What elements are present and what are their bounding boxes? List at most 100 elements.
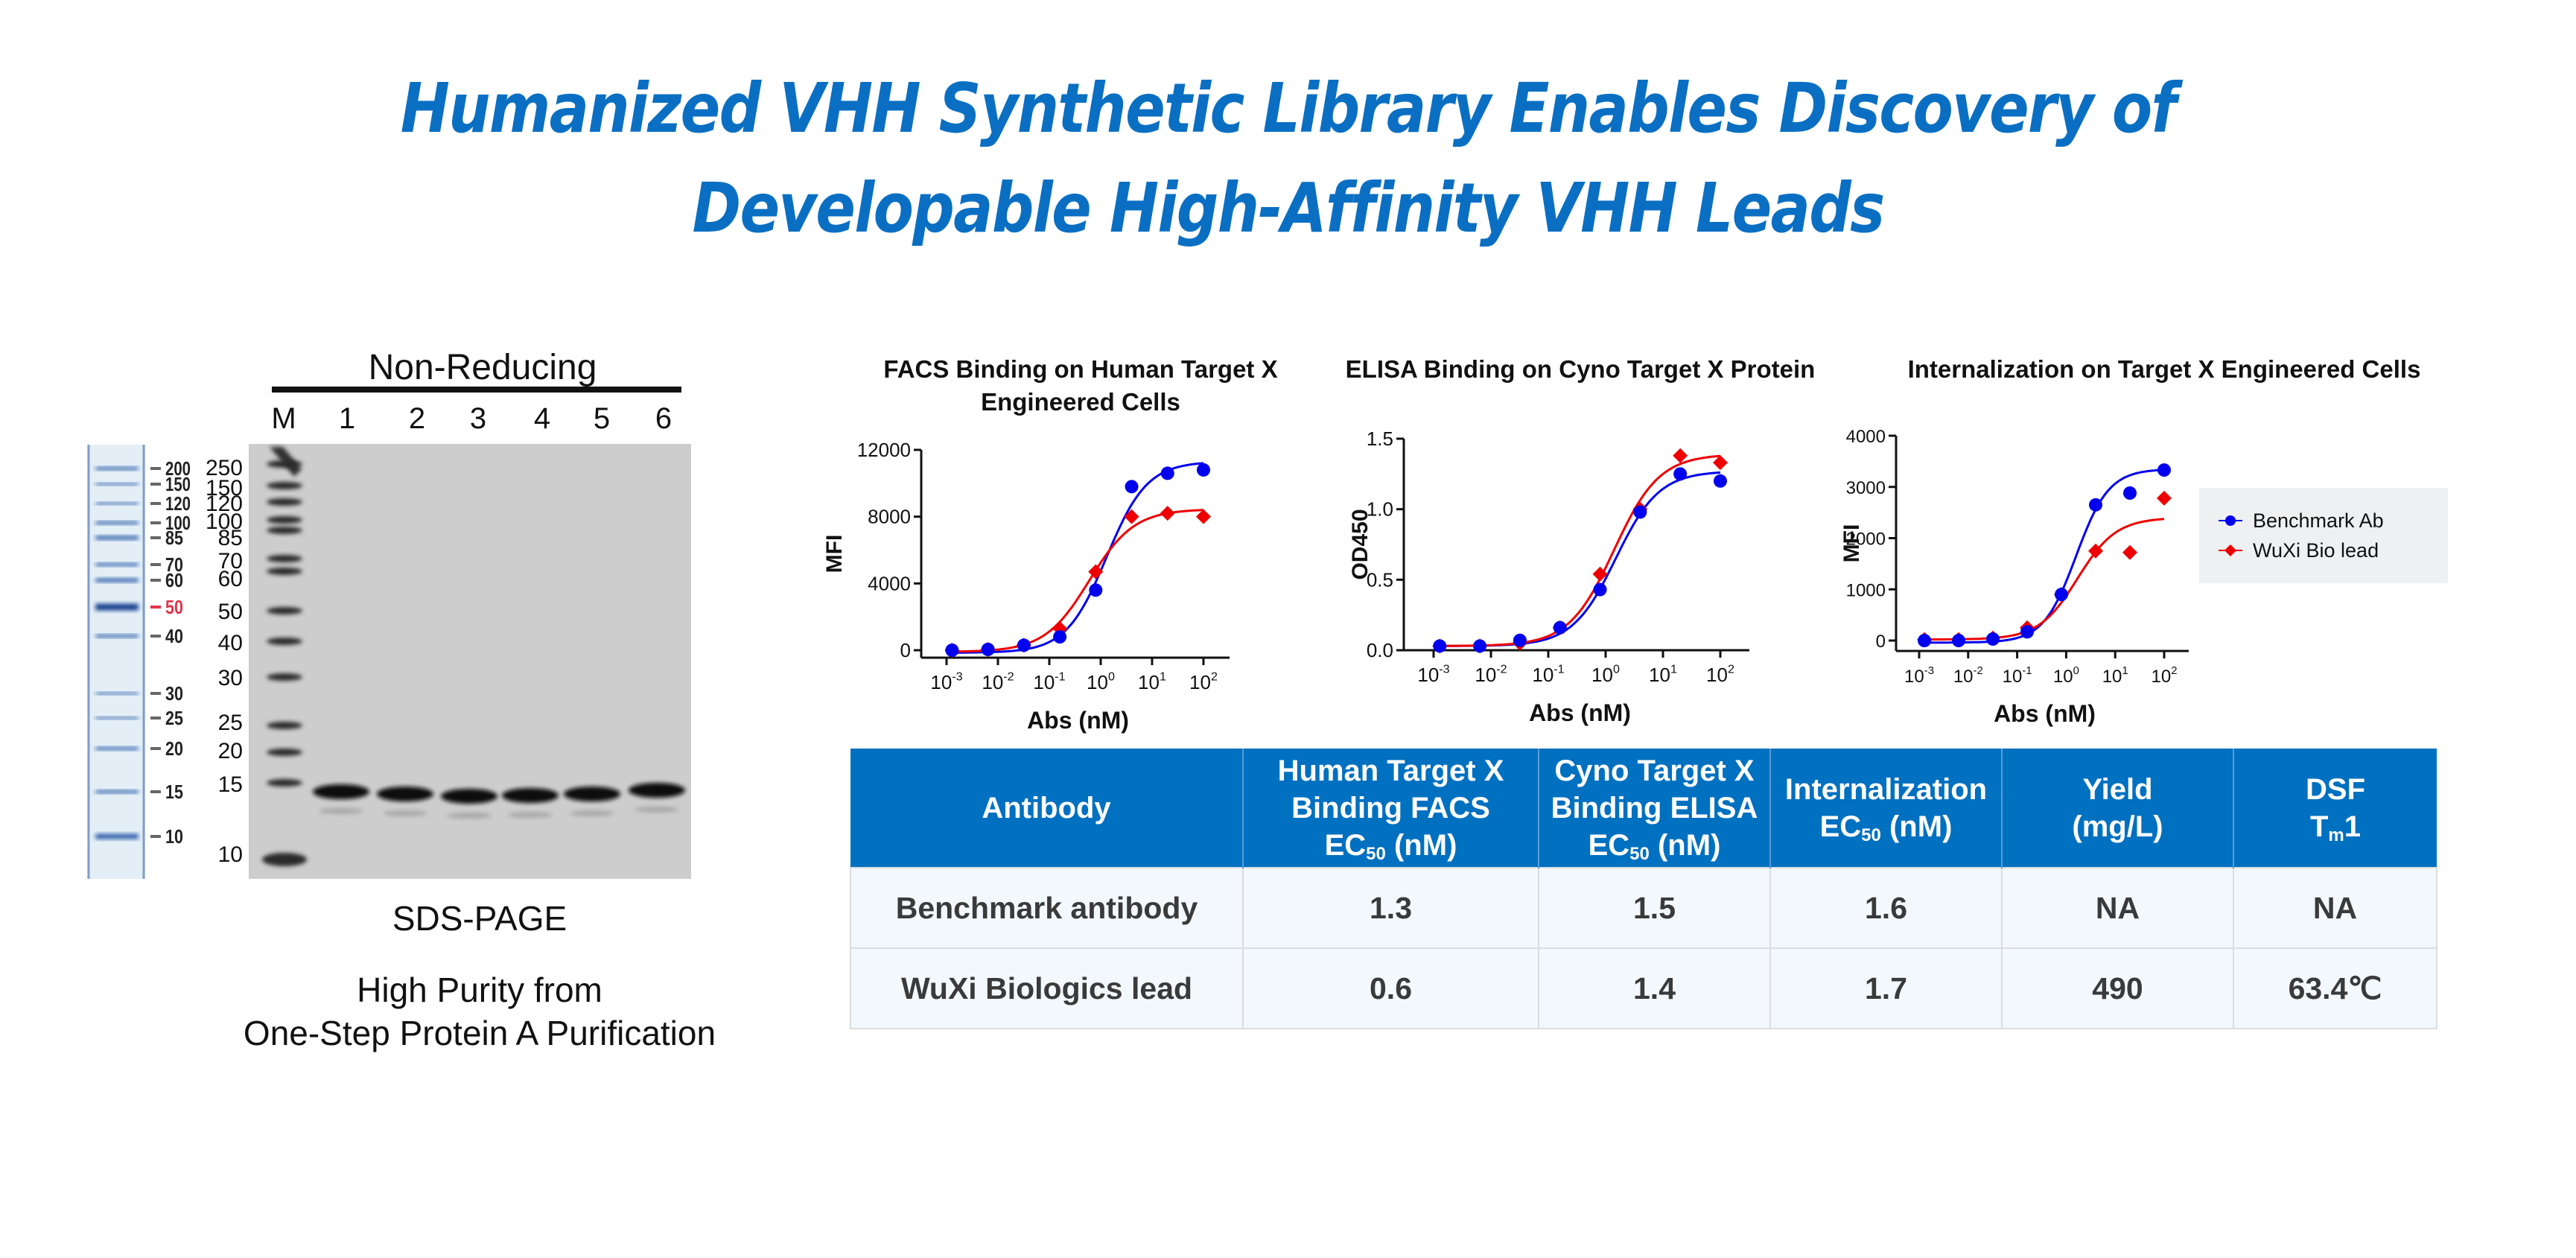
data-point — [1473, 639, 1487, 653]
data-point — [2123, 486, 2137, 500]
ladder-label: 100 — [165, 512, 191, 534]
ladder-label: 20 — [165, 737, 183, 760]
data-point — [1592, 566, 1608, 582]
marker-label: 30 — [218, 666, 243, 690]
gel-image: 2001501201008570605040302520151025015012… — [87, 444, 691, 879]
data-point — [1196, 509, 1211, 524]
data-point — [1986, 632, 2000, 646]
x-axis-label: Abs (nM) — [1529, 699, 1631, 726]
ladder-label: 60 — [165, 569, 183, 591]
chart-plot: 0 4000 8000 12000 10-3 10-2 10-1 100 101 102 Abs (… — [822, 439, 1230, 734]
ladder-label: 85 — [165, 527, 183, 549]
results-table: Antibody Human Target X Binding FACS EC50 (… — [850, 749, 2437, 1029]
table-header-cell: DSF Tm1 — [2233, 749, 2437, 868]
marker-label: 10 — [218, 842, 243, 867]
data-point — [1633, 505, 1647, 519]
marker-label: 15 — [218, 772, 243, 797]
protein-band — [313, 784, 369, 799]
table-cell: 490 — [2001, 947, 2234, 1029]
svg-text:102: 102 — [1189, 670, 1218, 693]
x-axis-label: Abs (nM) — [1027, 707, 1129, 734]
svg-text:100: 100 — [2053, 665, 2079, 687]
marker-label: 100 — [206, 509, 243, 534]
svg-text:102: 102 — [2152, 665, 2178, 687]
ladder-label: 50 — [165, 596, 183, 618]
slide-title-line-1: Humanized VHH Synthetic Library Enables … — [400, 69, 2177, 148]
gel-subcaption-line-2: One-Step Protein A Purification — [243, 1014, 716, 1052]
ladder-label: 150 — [165, 473, 191, 495]
legend-item-wuxi: WuXi Bio lead — [2219, 537, 2379, 564]
x-axis-label: Abs (nM) — [1994, 700, 2096, 727]
lane-label: 3 — [469, 402, 487, 435]
legend-label: WuXi Bio lead — [2253, 539, 2379, 562]
protein-band — [441, 789, 497, 804]
svg-text:102: 102 — [1706, 662, 1734, 686]
ladder-label: 70 — [165, 553, 183, 576]
svg-text:100: 100 — [1591, 662, 1620, 686]
table-cell: 0.6 — [1242, 947, 1539, 1029]
table-header-cell: Human Target X Binding FACS EC50 (nM) — [1242, 749, 1539, 868]
marker-label: 120 — [206, 492, 243, 516]
marker-label: 85 — [218, 526, 243, 550]
y-axis-label: MFI — [822, 535, 847, 574]
table-cell: NA — [2001, 867, 2234, 949]
svg-text:10-3: 10-3 — [930, 670, 962, 693]
legend-diamond-marker-icon — [2219, 544, 2242, 556]
svg-text:10-1: 10-1 — [1532, 662, 1564, 686]
lane-label: 5 — [593, 402, 611, 435]
table-cell: 1.5 — [1538, 867, 1771, 949]
svg-text:10-3: 10-3 — [1417, 662, 1449, 686]
table-cell: 63.4℃ — [2233, 947, 2437, 1029]
data-point — [1160, 506, 1175, 521]
gel-condition-label: Non-Reducing — [368, 348, 597, 387]
y-tick-label: 3000 — [1846, 478, 1886, 498]
y-tick-label: 2000 — [1846, 530, 1886, 550]
table-header-cell: Cyno Target X Binding ELISA EC50 (nM) — [1538, 749, 1771, 868]
data-point — [1553, 620, 1567, 635]
legend-item-benchmark: Benchmark Ab — [2219, 507, 2384, 534]
svg-text:10-2: 10-2 — [1475, 662, 1507, 686]
table-header-cell: Antibody — [850, 749, 1244, 868]
ladder-label: 15 — [165, 781, 183, 803]
table-row-label: Benchmark antibody — [850, 867, 1244, 949]
y-tick-label: 0.5 — [1367, 568, 1393, 591]
legend-label: Benchmark Ab — [2253, 509, 2384, 532]
data-point — [1160, 466, 1174, 480]
marker-label: 150 — [206, 476, 243, 501]
protein-band — [629, 783, 685, 798]
svg-text:10-1: 10-1 — [1033, 670, 1065, 693]
table-header-cell: Yield (mg/L) — [2001, 749, 2234, 868]
data-point — [1089, 583, 1103, 597]
gel-condition-bar — [272, 387, 681, 393]
y-tick-label: 0.0 — [1367, 639, 1393, 661]
data-point — [1673, 467, 1688, 481]
table-row: Benchmark antibody 1.3 1.5 1.6 NA NA — [850, 867, 2437, 949]
ladder-label: 30 — [165, 682, 183, 705]
marker-label: 50 — [218, 600, 243, 624]
ladder-label: 10 — [165, 825, 183, 848]
y-tick-label: 12000 — [857, 439, 911, 461]
data-point — [2122, 544, 2138, 560]
table-header-row: Antibody Human Target X Binding FACS EC50 (… — [850, 749, 2437, 868]
marker-label: 20 — [218, 739, 243, 763]
marker-label: 60 — [218, 567, 243, 591]
lane-label: 6 — [655, 402, 672, 435]
data-point — [1714, 474, 1727, 488]
marker-label: 40 — [218, 631, 243, 655]
protein-band — [502, 788, 559, 803]
protein-band — [564, 787, 620, 801]
y-axis-label: MFI — [1839, 524, 1864, 563]
data-point — [1713, 455, 1728, 471]
table-cell: 1.3 — [1242, 867, 1539, 949]
data-point — [1433, 639, 1447, 653]
table-header-cell: Internalization EC50 (nM) — [1769, 749, 2003, 868]
table-cell: 1.7 — [1769, 947, 2003, 1029]
table-cell: 1.6 — [1769, 867, 2003, 949]
y-tick-label: 1.5 — [1367, 428, 1393, 450]
table-cell: 1.4 — [1538, 947, 1771, 1029]
data-point — [1593, 582, 1607, 597]
svg-text:10-2: 10-2 — [982, 670, 1014, 693]
table-row: WuXi Biologics lead 0.6 1.4 1.7 490 63.4℃ — [850, 947, 2437, 1029]
